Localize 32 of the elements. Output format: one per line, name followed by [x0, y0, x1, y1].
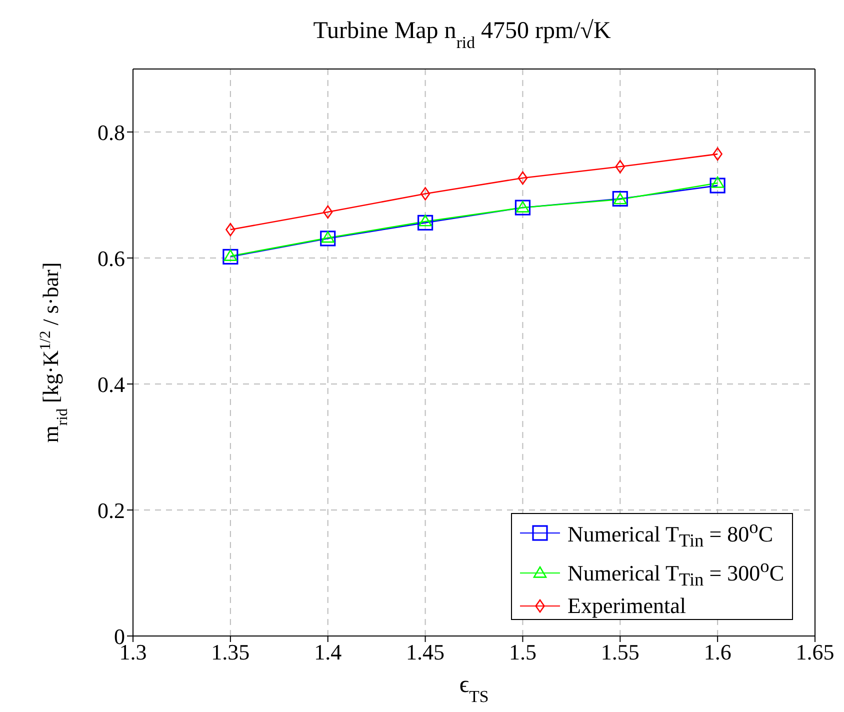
point — [320, 230, 336, 246]
x-tick-label: 1.65 — [796, 640, 834, 665]
point — [514, 200, 531, 216]
x-tick-label: 1.5 — [508, 640, 536, 665]
chart-title: Turbine Map n$_{rid}$ 4750 rpm/√K — [313, 18, 612, 52]
x-tick-label: 1.55 — [600, 640, 640, 665]
point — [222, 248, 238, 265]
point — [615, 160, 625, 174]
point — [417, 214, 434, 231]
point — [710, 176, 724, 188]
x-tick-label: 1.4 — [314, 640, 342, 665]
legend-label: Experimental — [568, 593, 686, 619]
point — [712, 147, 722, 161]
point — [323, 205, 333, 219]
y-tick-label: 0.8 — [98, 120, 125, 145]
point — [420, 187, 430, 200]
point — [226, 223, 236, 236]
legend-label: Numerical T$_{Tin}$ = 80$^{o}$C — [568, 516, 773, 552]
point — [224, 249, 238, 261]
x-tick-label: 1.45 — [406, 640, 445, 665]
y-tick-label: 0.6 — [98, 246, 125, 271]
y-tick-label: 0.2 — [98, 498, 125, 523]
legend-label: Numerical T$_{Tin}$ = 300$^{o}$C — [568, 555, 784, 592]
point — [710, 178, 726, 194]
point — [516, 200, 530, 212]
x-tick-label: 1.35 — [211, 640, 250, 665]
point — [321, 231, 335, 243]
point — [418, 214, 432, 226]
y-tick-label: 0.4 — [98, 372, 125, 397]
x-tick-label: 1.6 — [704, 640, 732, 665]
point — [518, 171, 528, 185]
x-axis-title: ϵ$_{TS}$ — [459, 672, 489, 706]
